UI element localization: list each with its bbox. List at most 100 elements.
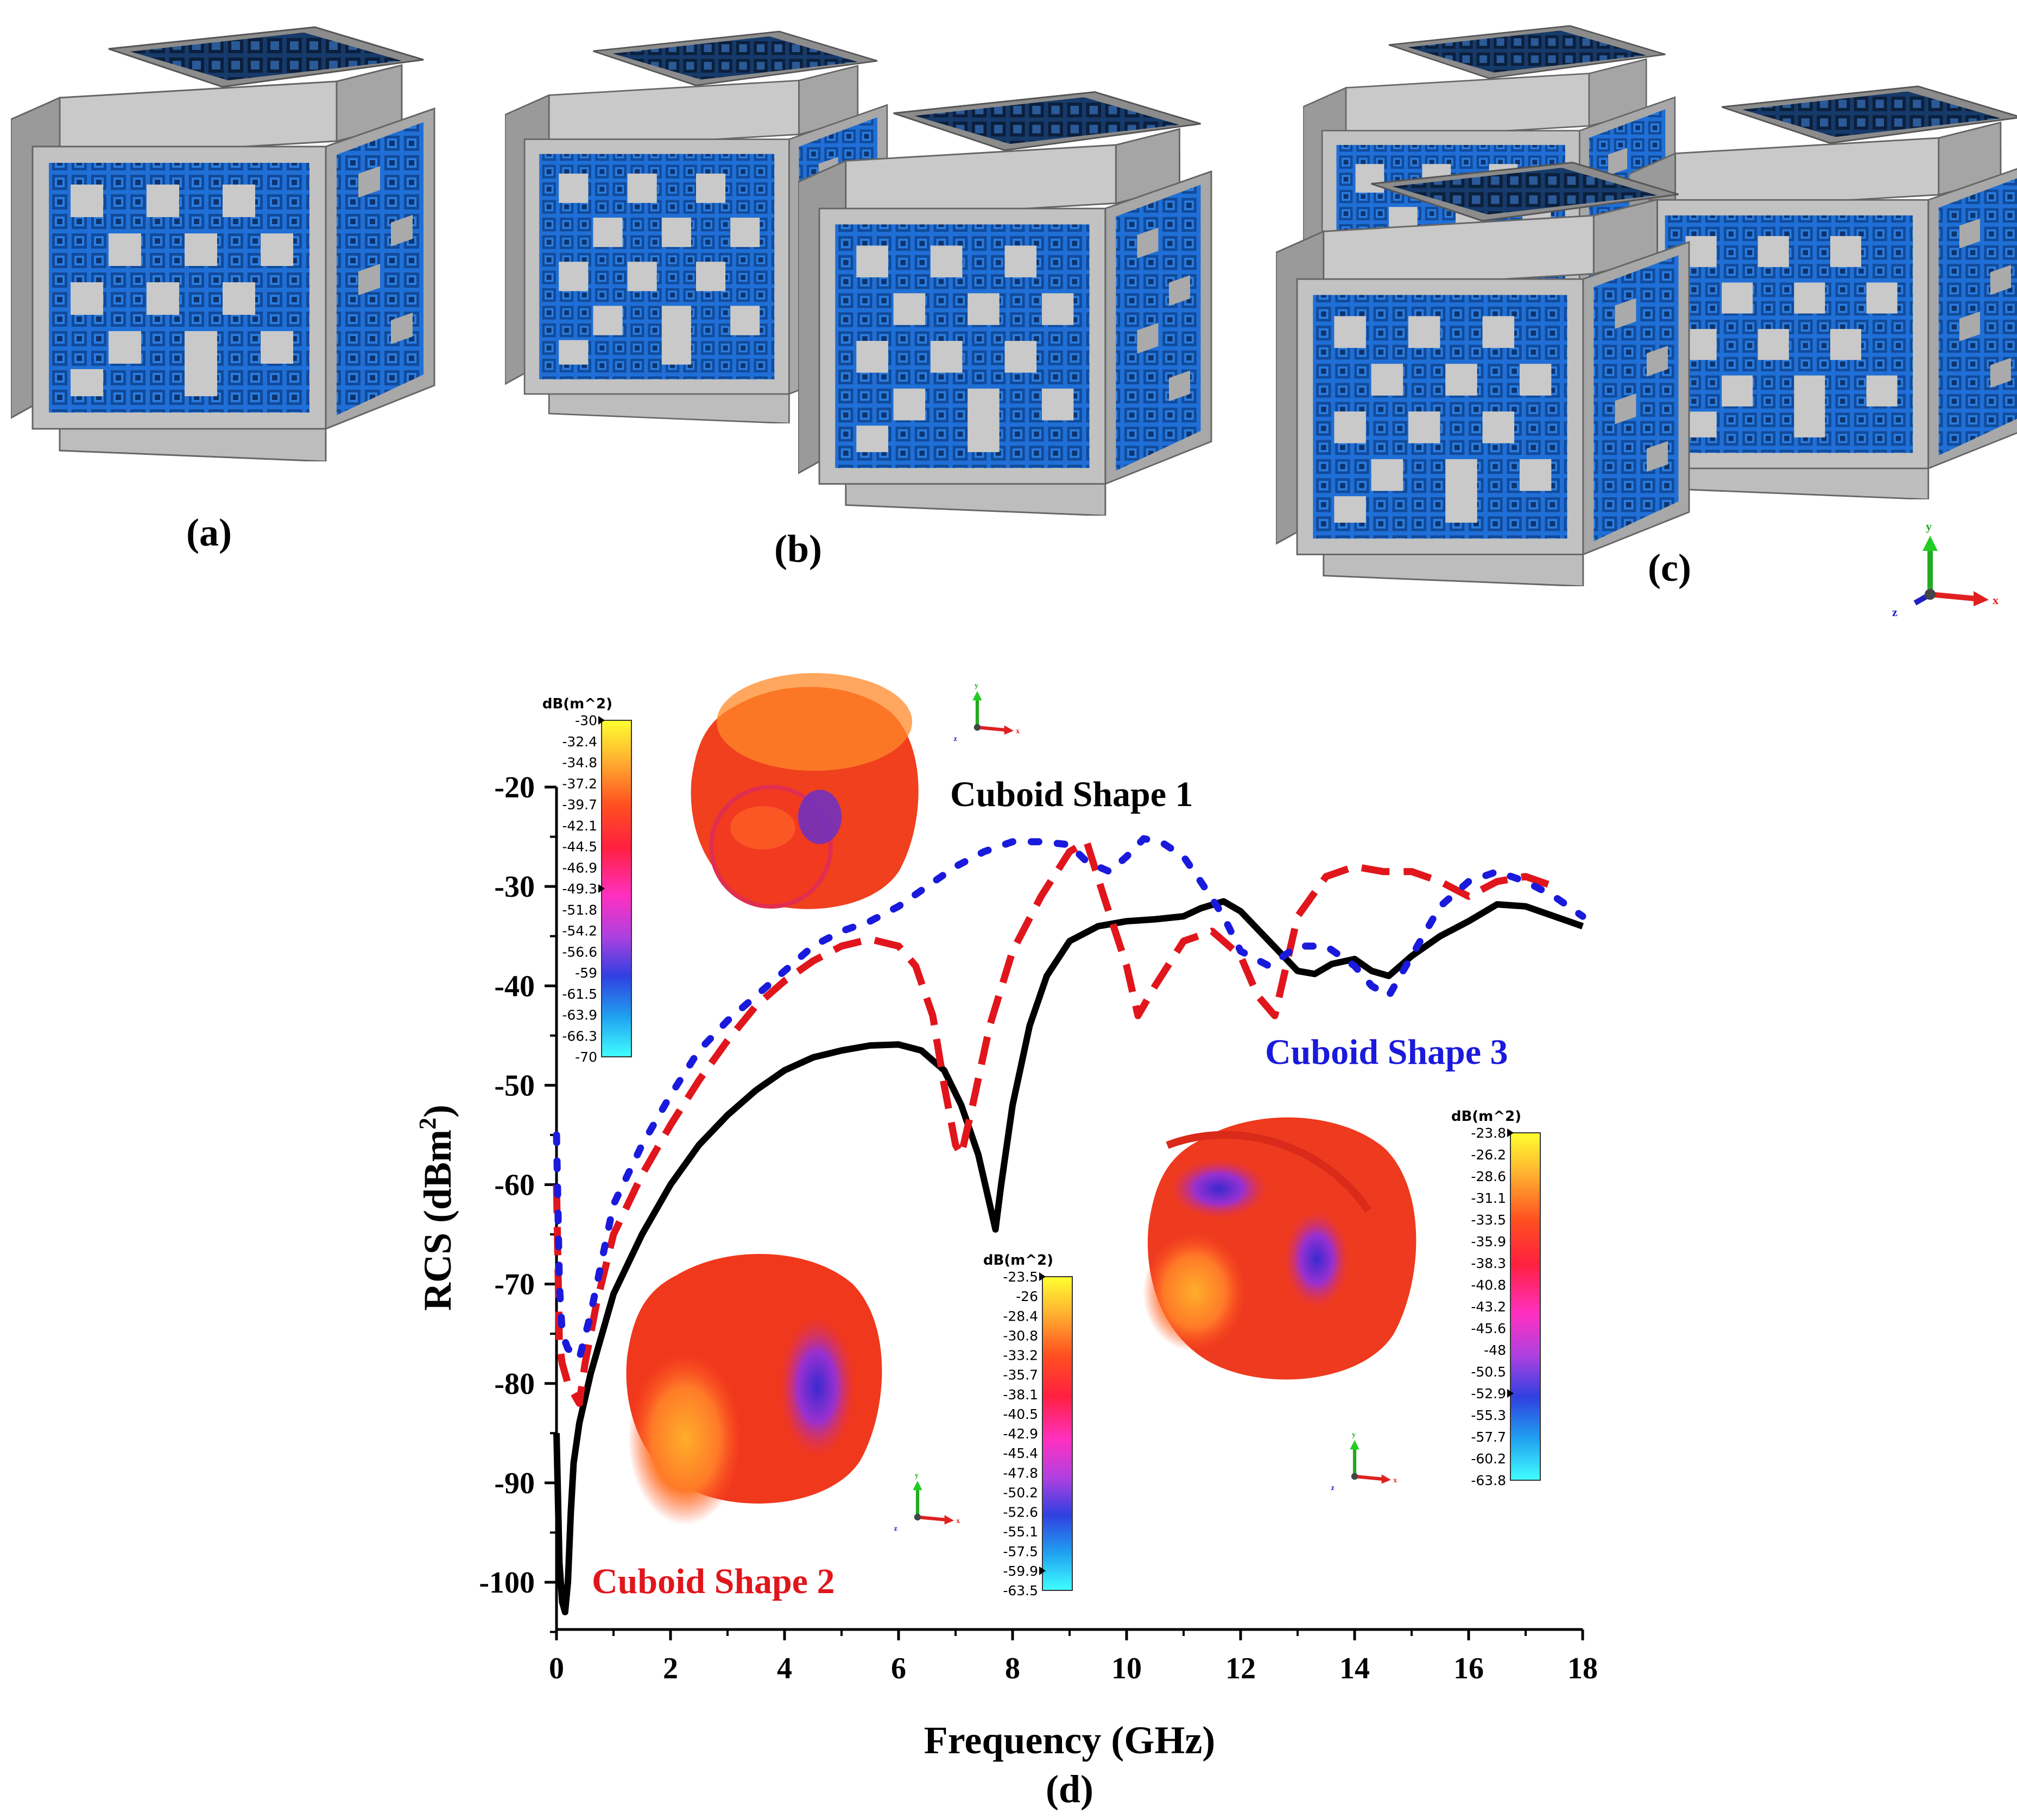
colorbar-marker xyxy=(1507,1128,1514,1137)
colorbar-tick-label: -23.8 xyxy=(1471,1125,1506,1141)
colorbar-tick-label: -47.8 xyxy=(1003,1465,1038,1481)
colorbar-tick-label: -40.8 xyxy=(1471,1277,1506,1293)
colorbar-tick-label: -63.5 xyxy=(1003,1583,1038,1599)
triad-3-x: x xyxy=(1393,1476,1397,1484)
triad-x: x xyxy=(1993,593,1999,607)
panel-a-cube xyxy=(11,26,435,461)
colorbar-tick-label: -33.5 xyxy=(1471,1212,1506,1228)
colorbars: dB(m^2)-30-32.4-34.8-37.2-39.7-42.1-44.5… xyxy=(542,696,1541,1599)
panel-c-label: (c) xyxy=(1648,546,1691,589)
colorbar-3: dB(m^2)-23.8 -26.2 -28.6 -31.1 -33.5 -35.9 -38… xyxy=(1451,1108,1541,1488)
colorbar-tick-label: -60.2 xyxy=(1471,1451,1506,1467)
colorbar-gradient xyxy=(1510,1132,1541,1481)
colorbar-tick-label: -46.9 xyxy=(562,860,597,876)
y-tick-label: -50 xyxy=(494,1069,535,1102)
rcs-pattern-shape-1 xyxy=(691,673,919,909)
y-axis-label-sup: 2 xyxy=(414,1118,441,1130)
colorbar-1: dB(m^2)-30 -32.4 -34.8 -37.2 -39.7 -42.1 -44.5… xyxy=(542,696,632,1065)
triad-1-x: x xyxy=(1016,727,1020,735)
annotation-shape-3: Cuboid Shape 3 xyxy=(1265,1032,1508,1072)
x-tick-label: 12 xyxy=(1225,1652,1256,1685)
colorbar-tick-label: -70 xyxy=(575,1049,597,1065)
triad-3-z: z xyxy=(1331,1483,1335,1492)
y-tick-label: -80 xyxy=(494,1367,535,1401)
colorbar-tick-label: -38.3 xyxy=(1471,1255,1506,1271)
panel-d-label: (d) xyxy=(1046,1767,1093,1811)
y-tick-label: -20 xyxy=(494,771,535,804)
colorbar-tick-label: -59.9 xyxy=(1003,1563,1038,1579)
y-tick-label: -40 xyxy=(494,969,535,1003)
colorbar-tick-label: -30.8 xyxy=(1003,1328,1038,1343)
panel-b-label: (b) xyxy=(774,527,822,570)
colorbar-title: dB(m^2) xyxy=(983,1252,1053,1269)
colorbar-title: dB(m^2) xyxy=(542,696,612,712)
x-tick-label: 6 xyxy=(891,1652,906,1685)
colorbar-tick-label: -26 xyxy=(1016,1289,1038,1304)
triad-1-z: z xyxy=(954,734,957,743)
colorbar-gradient xyxy=(601,720,632,1057)
y-tick-label: -60 xyxy=(494,1169,535,1202)
colorbar-tick-label: -55.3 xyxy=(1471,1407,1506,1423)
x-tick-label: 18 xyxy=(1567,1652,1598,1685)
colorbar-tick-label: -28.6 xyxy=(1471,1169,1506,1184)
colorbar-tick-label: -42.1 xyxy=(562,818,597,834)
colorbar-tick-label: -38.1 xyxy=(1003,1387,1038,1403)
colorbar-tick-label: -45.6 xyxy=(1471,1321,1506,1336)
y-tick-label: -100 xyxy=(479,1566,535,1600)
colorbar-tick-label: -55.1 xyxy=(1003,1524,1038,1540)
triad-3-y: y xyxy=(1352,1430,1356,1438)
series-line-3 xyxy=(553,835,1586,1362)
y-tick-label: -70 xyxy=(494,1268,535,1302)
rcs-pattern-shape-2 xyxy=(626,1254,882,1525)
colorbar-tick-label: -34.8 xyxy=(562,755,597,771)
colorbar-tick-label: -39.7 xyxy=(562,797,597,813)
triad-2-z: z xyxy=(894,1524,897,1532)
triad-y: y xyxy=(1926,519,1932,533)
series-line-1 xyxy=(553,898,1584,1615)
colorbar-tick-label: -30 xyxy=(575,713,597,728)
colorbar-tick-label: -66.3 xyxy=(562,1028,597,1044)
colorbar-tick-label: -50.5 xyxy=(1471,1364,1506,1380)
colorbar-marker xyxy=(1507,1389,1514,1398)
series-line-2 xyxy=(553,838,1556,1407)
colorbar-tick-label: -26.2 xyxy=(1471,1147,1506,1163)
colorbar-tick-label: -35.9 xyxy=(1471,1234,1506,1250)
panel-b-cubes xyxy=(505,30,1212,516)
colorbar-tick-label: -45.4 xyxy=(1003,1445,1038,1461)
triad-1-y: y xyxy=(975,681,978,689)
triad-2-y: y xyxy=(915,1471,919,1479)
colorbar-tick-label: -35.7 xyxy=(1003,1367,1038,1383)
colorbar-tick-label: -50.2 xyxy=(1003,1485,1038,1500)
colorbar-tick-label: -54.2 xyxy=(562,923,597,939)
colorbar-tick-label: -33.2 xyxy=(1003,1348,1038,1364)
colorbar-tick-label: -51.8 xyxy=(562,902,597,918)
x-axis-label: Frequency (GHz) xyxy=(924,1718,1216,1762)
colorbar-tick-label: -28.4 xyxy=(1003,1308,1038,1324)
colorbar-gradient xyxy=(1042,1276,1073,1591)
colorbar-title: dB(m^2) xyxy=(1451,1108,1521,1125)
y-axis-label: RCS (dBm2) xyxy=(414,1105,459,1311)
rcs-pattern-shape-3 xyxy=(1143,1117,1417,1380)
colorbar-tick-label: -40.5 xyxy=(1003,1406,1038,1422)
y-tick-label: -90 xyxy=(494,1467,535,1500)
x-tick-label: 8 xyxy=(1005,1652,1020,1685)
colorbar-2: dB(m^2)-23.5 -26 -28.4 -30.8 -33.2 -35.7 -38.1… xyxy=(983,1252,1073,1599)
triad-z: z xyxy=(1892,605,1898,619)
axes-triad-icon: y x z xyxy=(1892,519,1999,619)
colorbar-tick-label: -57.5 xyxy=(1003,1544,1038,1559)
triad-2-x: x xyxy=(956,1517,960,1525)
colorbar-tick-label: -37.2 xyxy=(562,776,597,791)
axes-triad-icon-2: y x z xyxy=(894,1471,960,1532)
colorbar-tick-label: -61.5 xyxy=(562,986,597,1002)
colorbar-marker xyxy=(1039,1272,1046,1281)
colorbar-tick-label: -23.5 xyxy=(1003,1269,1038,1285)
panel-a-label: (a) xyxy=(186,511,232,554)
colorbar-tick-label: -42.9 xyxy=(1003,1426,1038,1442)
colorbar-tick-label: -43.2 xyxy=(1471,1299,1506,1315)
annotation-shape-1: Cuboid Shape 1 xyxy=(950,775,1193,814)
colorbar-tick-label: -44.5 xyxy=(562,839,597,855)
y-axis-label-close: ) xyxy=(416,1105,459,1118)
colorbar-tick-label: -52.6 xyxy=(1003,1505,1038,1520)
y-tick-label: -30 xyxy=(494,870,535,904)
